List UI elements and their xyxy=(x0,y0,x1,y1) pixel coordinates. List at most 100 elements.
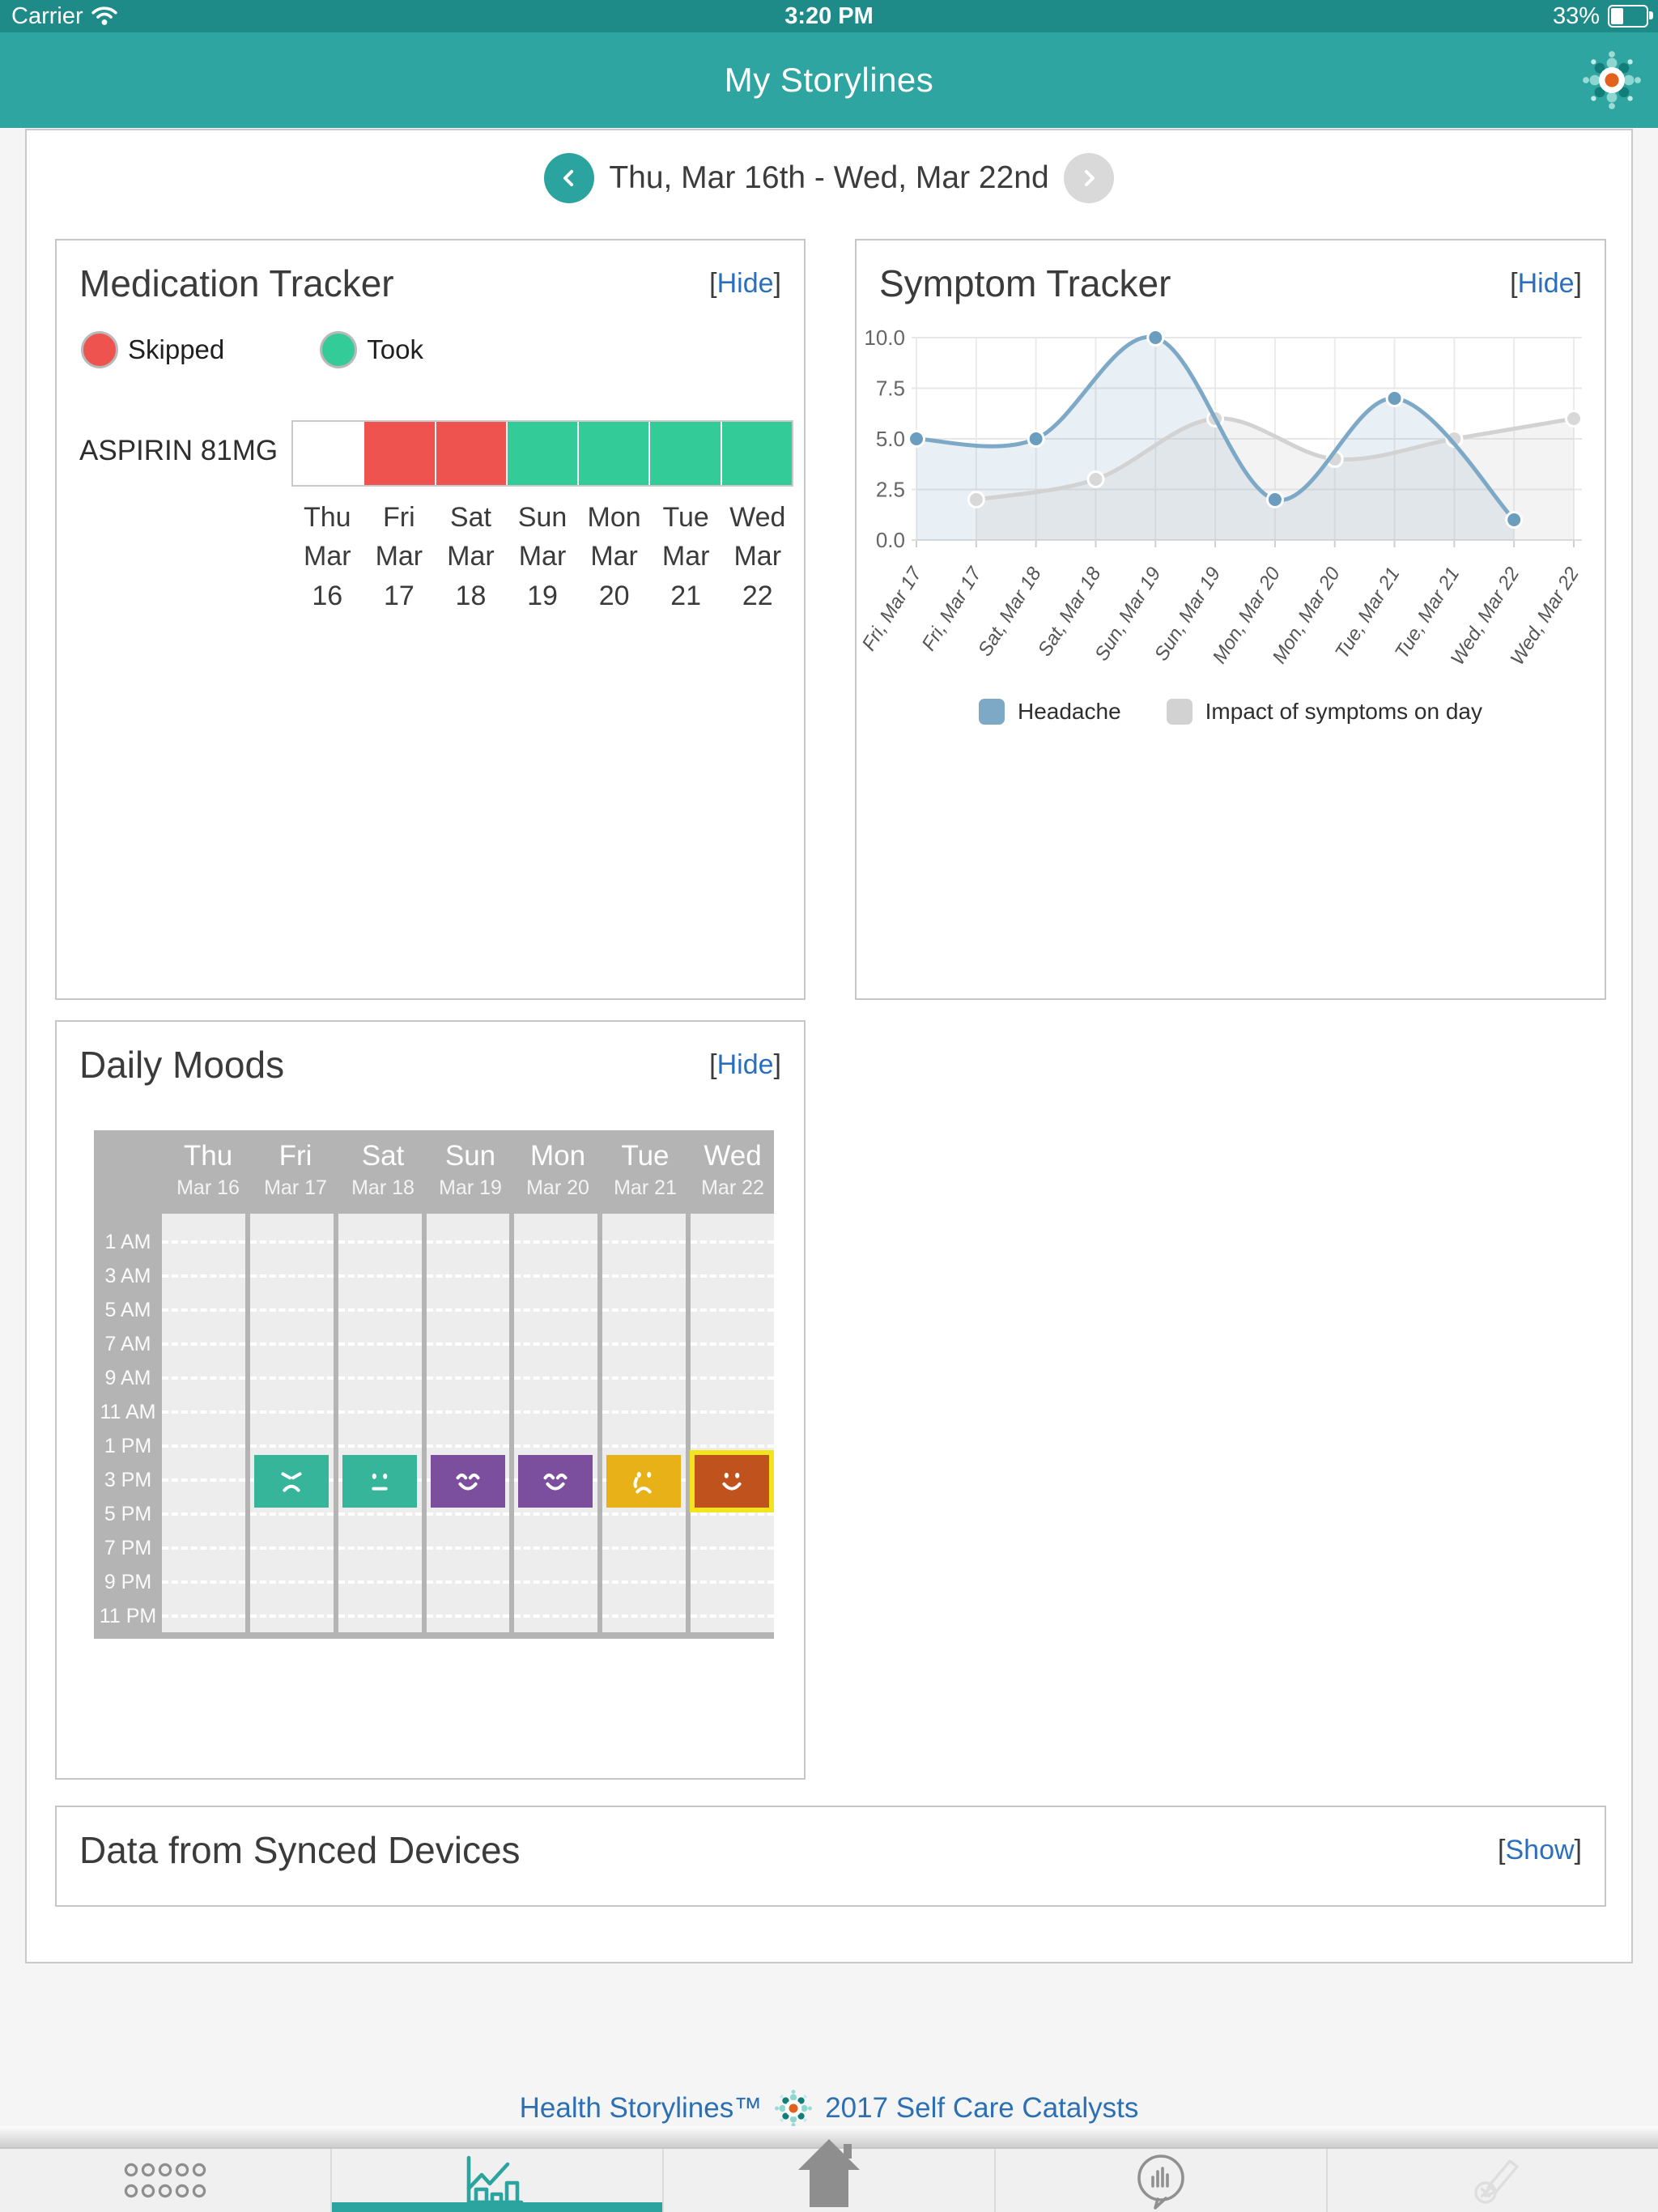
status-bar: Carrier 3:20 PM 33% xyxy=(0,0,1658,32)
tab-home[interactable] xyxy=(662,2139,994,2212)
daily-moods-title: Daily Moods xyxy=(79,1044,285,1086)
medication-cell-skipped xyxy=(436,422,508,485)
medication-cell-took xyxy=(507,422,580,485)
moods-header: Thu Mar 16 Fri Mar 17 Sat Mar 18 Sun Mar 19 Mon M… xyxy=(94,1130,774,1207)
moods-day-header: Thu Mar 16 xyxy=(167,1130,249,1207)
legend-label: Took xyxy=(367,334,423,364)
medication-tracker-title: Medication Tracker xyxy=(79,262,394,304)
wifi-icon xyxy=(91,6,117,25)
next-week-button[interactable] xyxy=(1063,153,1114,203)
footer-brand: Health Storylines™ xyxy=(519,2092,763,2124)
day-date: Mar 16 xyxy=(176,1176,240,1199)
medication-cell-took xyxy=(721,422,792,485)
mood-entry-smile[interactable] xyxy=(695,1455,770,1508)
symptom-tracker-panel: Symptom Tracker [Hide] 0.0 2.5 5.0 7.5 10.0 F… xyxy=(855,239,1606,1000)
moods-day-header: Tue Mar 21 xyxy=(604,1130,687,1207)
day-name: Thu xyxy=(183,1140,233,1172)
day-label: Fri Mar 17 xyxy=(375,502,423,611)
show-synced-devices-link[interactable]: [Show] xyxy=(1498,1835,1582,1865)
app-footer: Health Storylines™ 2017 Self Care Cataly… xyxy=(0,2086,1658,2131)
happy-face-icon xyxy=(543,1473,568,1491)
time-label: 7 PM xyxy=(104,1537,152,1559)
brand-logo-icon[interactable] xyxy=(1580,49,1643,112)
time-label: 11 AM xyxy=(100,1401,156,1423)
mood-entry-angry[interactable] xyxy=(253,1455,329,1508)
day-date: Mar 19 xyxy=(439,1176,502,1199)
hide-daily-moods-link[interactable]: [Hide] xyxy=(709,1049,781,1080)
medication-cell-skipped xyxy=(364,422,436,485)
carrier-label: Carrier xyxy=(11,2,83,29)
legend-item: Took xyxy=(320,331,423,368)
footer-logo-icon xyxy=(775,2090,813,2127)
time-label: 3 PM xyxy=(104,1469,152,1491)
tab-journal[interactable] xyxy=(1326,2149,1658,2212)
legend-item: Skipped xyxy=(81,331,224,368)
hide-symptom-tracker-link[interactable]: [Hide] xyxy=(1510,268,1582,299)
time-label: 11 PM xyxy=(99,1605,157,1627)
day-label: Mon Mar 20 xyxy=(587,502,641,611)
moods-day-header: Wed Mar 22 xyxy=(691,1130,774,1207)
app-header: My Storylines xyxy=(0,32,1658,128)
chevron-right-icon xyxy=(1084,169,1095,187)
storylines-chart-icon xyxy=(466,2155,524,2205)
prev-week-button[interactable] xyxy=(544,153,595,203)
moods-columns xyxy=(162,1214,775,1632)
chevron-left-icon xyxy=(563,169,574,187)
medication-tracker-panel: Medication Tracker [Hide] Skipped Took AS… xyxy=(55,239,806,1000)
svg-text:0.0: 0.0 xyxy=(876,528,905,552)
day-name: Tue xyxy=(621,1140,670,1172)
day-label: Sun Mar 19 xyxy=(517,502,568,611)
time-label: 3 AM xyxy=(104,1265,151,1287)
neutral-face-icon xyxy=(372,1473,388,1491)
mood-entry-happy[interactable] xyxy=(430,1455,505,1508)
svg-text:7.5: 7.5 xyxy=(876,376,905,401)
medication-legend: Skipped Took xyxy=(81,331,423,368)
medication-name: ASPIRIN 81MG xyxy=(79,435,278,466)
moods-day-column xyxy=(691,1214,775,1632)
moods-day-column xyxy=(249,1214,334,1632)
time-label: 5 AM xyxy=(104,1299,151,1321)
moods-day-header: Mon Mar 20 xyxy=(517,1130,599,1207)
time-label: 5 PM xyxy=(104,1503,152,1525)
day-name: Sun xyxy=(444,1140,496,1172)
day-label: Sat Mar 18 xyxy=(447,502,495,611)
legend-label: Skipped xyxy=(128,334,225,364)
smile-face-icon xyxy=(722,1472,742,1491)
battery-percent: 33% xyxy=(1552,2,1600,29)
angry-face-icon xyxy=(281,1471,302,1492)
moods-times: 1 AM 3 AM 5 AM 7 AM 9 AM 11 AM 1 PM 3 PM 5 PM 7 P… xyxy=(94,1207,162,1639)
mood-entry-happy[interactable] xyxy=(518,1455,593,1508)
svg-text:10.0: 10.0 xyxy=(864,325,905,350)
legend-label: Impact of symptoms on day xyxy=(1205,699,1482,724)
moods-day-header: Sat Mar 18 xyxy=(342,1130,424,1207)
date-range-label: Thu, Mar 16th - Wed, Mar 22nd xyxy=(609,160,1049,195)
tab-apps[interactable] xyxy=(0,2149,330,2212)
time-label: 7 AM xyxy=(104,1333,151,1355)
time-label: 9 PM xyxy=(104,1571,152,1593)
tab-community[interactable] xyxy=(994,2149,1326,2212)
tab-bar xyxy=(0,2139,1658,2212)
day-name: Wed xyxy=(704,1140,762,1172)
medication-cell-took xyxy=(650,422,722,485)
day-date: Mar 21 xyxy=(614,1176,677,1199)
time-label: 1 PM xyxy=(104,1435,152,1457)
moods-day-column xyxy=(162,1214,245,1632)
svg-text:5.0: 5.0 xyxy=(876,427,905,451)
day-label: Tue Mar 21 xyxy=(661,502,710,611)
mood-entry-neutral[interactable] xyxy=(342,1455,417,1508)
tab-my-storylines[interactable] xyxy=(330,2149,662,2212)
moods-day-header: Fri Mar 17 xyxy=(254,1130,337,1207)
medication-cell-took xyxy=(579,422,651,485)
apps-grid-icon xyxy=(124,2163,206,2198)
page-title: My Storylines xyxy=(724,61,934,99)
synced-devices-panel: Data from Synced Devices [Show] xyxy=(55,1806,1606,1907)
daily-moods-panel: Daily Moods [Hide] Thu Mar 16 Fri Mar 17 Sat… xyxy=(55,1020,806,1780)
moods-day-column xyxy=(426,1214,510,1632)
hide-medication-tracker-link[interactable]: [Hide] xyxy=(709,268,781,299)
symptom-chart-legend: Headache Impact of symptoms on day xyxy=(857,699,1605,725)
day-date: Mar 18 xyxy=(351,1176,414,1199)
active-tab-indicator xyxy=(332,2202,662,2212)
moods-day-header: Sun Mar 19 xyxy=(429,1130,512,1207)
moods-day-column xyxy=(338,1214,422,1632)
mood-entry-crying[interactable] xyxy=(606,1455,682,1508)
